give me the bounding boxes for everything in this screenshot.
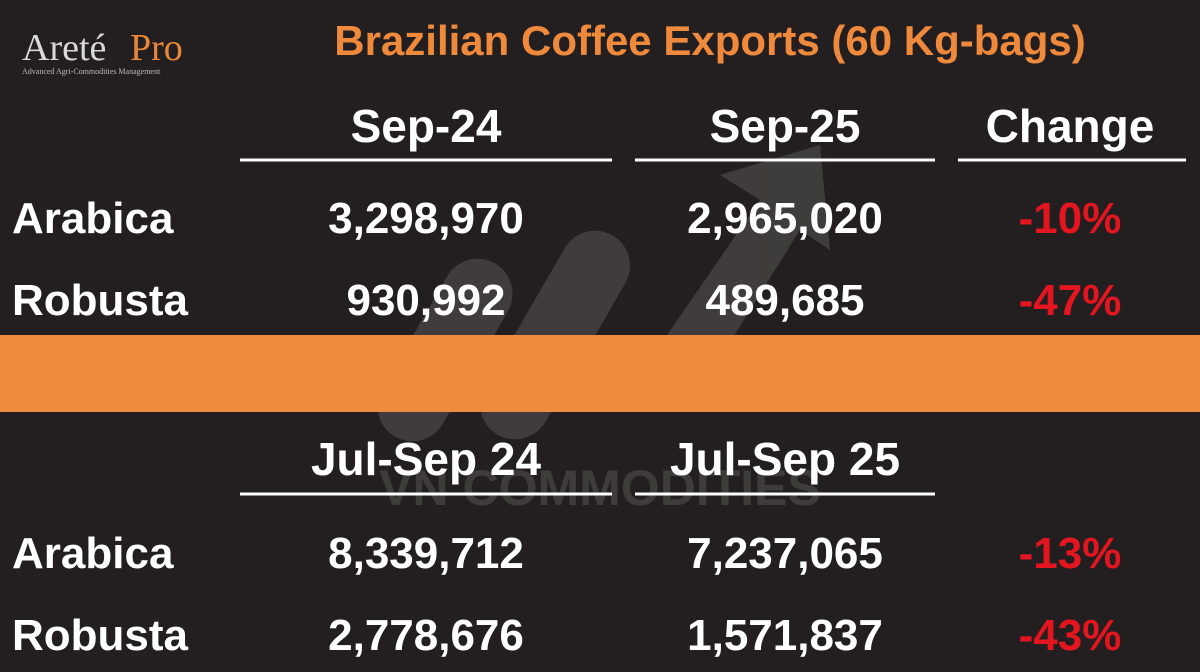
- separator-band: [0, 335, 1200, 412]
- logo-tagline: Advanced Agri-Commodities Management: [22, 67, 161, 76]
- change-cell: -13%: [1019, 529, 1122, 578]
- column-header: Jul-Sep 25: [670, 433, 900, 485]
- logo-suffix: Pro: [130, 27, 183, 69]
- row-label: Arabica: [12, 194, 174, 243]
- row-label: Arabica: [12, 529, 174, 578]
- cell: 3,298,970: [328, 194, 524, 243]
- change-cell: -47%: [1019, 276, 1122, 325]
- column-header: Sep-25: [710, 100, 861, 152]
- change-cell: -43%: [1019, 611, 1122, 660]
- cell: 2,965,020: [687, 194, 883, 243]
- cell: 8,339,712: [328, 529, 524, 578]
- watermark: VN COMMODITIES: [379, 460, 821, 516]
- row-label: Robusta: [12, 276, 189, 325]
- column-header: Change: [986, 100, 1155, 152]
- column-header: Jul-Sep 24: [311, 433, 542, 485]
- row-label: Robusta: [12, 611, 189, 660]
- cell: 2,778,676: [328, 611, 524, 660]
- cell: 489,685: [705, 276, 864, 325]
- cell: 1,571,837: [687, 611, 883, 660]
- column-header: Sep-24: [351, 100, 502, 152]
- cell: 930,992: [346, 276, 505, 325]
- change-cell: -10%: [1019, 194, 1122, 243]
- title: Brazilian Coffee Exports (60 Kg-bags): [334, 17, 1085, 64]
- cell: 7,237,065: [687, 529, 883, 578]
- logo-name: Areté: [22, 27, 106, 69]
